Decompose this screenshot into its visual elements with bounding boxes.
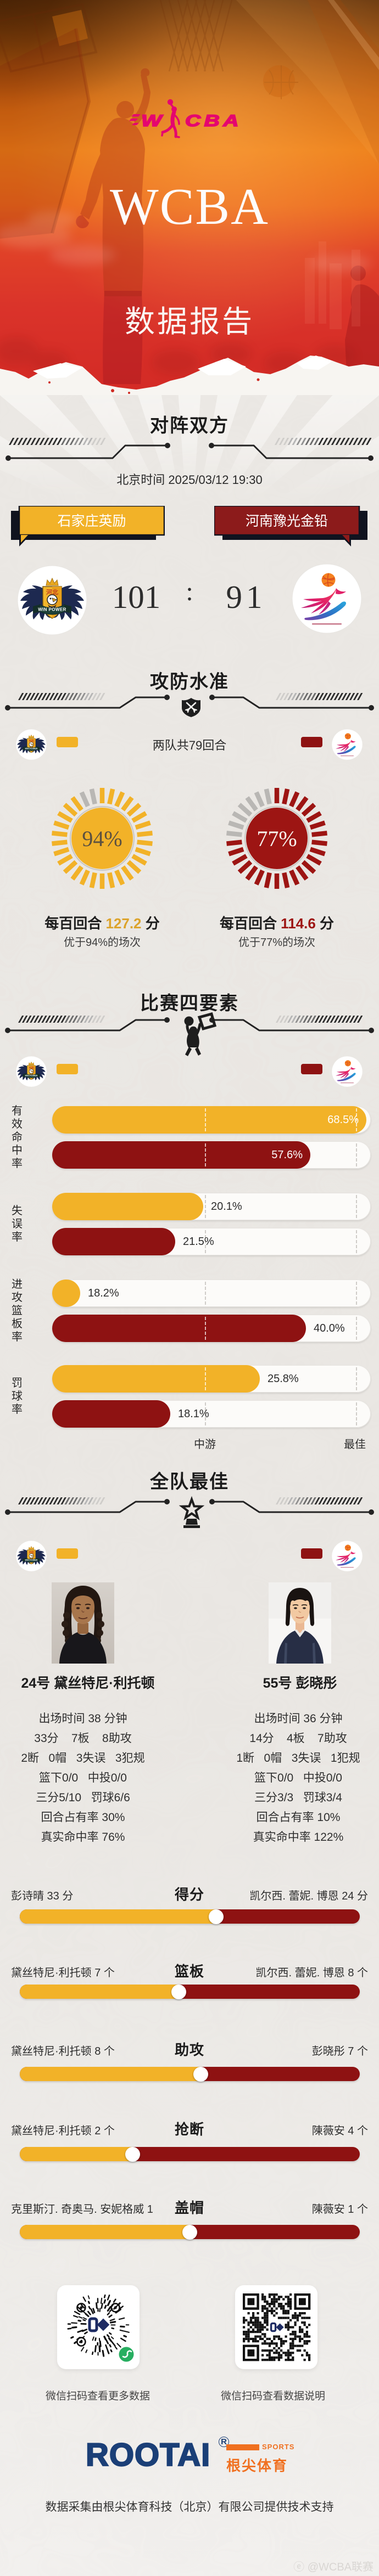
svg-text:WIN POWER: WIN POWER bbox=[38, 607, 66, 612]
svg-text:WIN POWER: WIN POWER bbox=[25, 1075, 38, 1077]
svg-text:WIN POWER: WIN POWER bbox=[25, 748, 38, 750]
svg-text:河北: 河北 bbox=[28, 1066, 34, 1070]
svg-text:河北: 河北 bbox=[28, 1551, 34, 1554]
svg-text:河南豫光金铅: 河南豫光金铅 bbox=[246, 514, 328, 529]
svg-text:河北: 河北 bbox=[28, 739, 34, 743]
svg-text:WIN POWER: WIN POWER bbox=[25, 1559, 38, 1562]
svg-text:河北: 河北 bbox=[46, 588, 58, 596]
svg-text:CBA: CBA bbox=[185, 112, 242, 130]
svg-text:石家庄英励: 石家庄英励 bbox=[57, 514, 126, 529]
svg-text:W: W bbox=[141, 112, 164, 130]
